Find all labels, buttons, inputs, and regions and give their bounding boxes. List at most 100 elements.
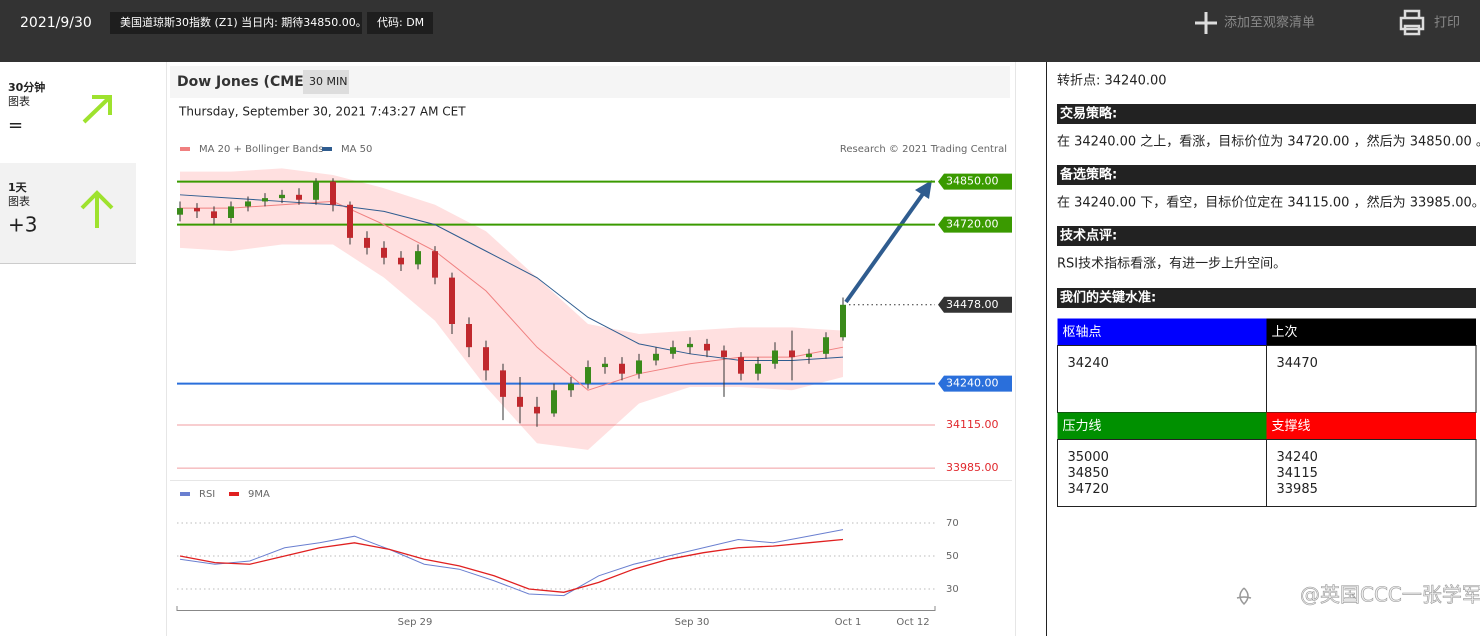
candle-body — [177, 208, 183, 215]
bollinger-band — [180, 168, 843, 450]
section-text: RSI技术指标看涨，有进一步上升空间。 — [1057, 256, 1286, 272]
candle-body — [262, 198, 268, 202]
table-header: 上次 — [1272, 324, 1298, 340]
print-icon — [1399, 9, 1425, 36]
candle-body — [398, 257, 404, 265]
candle-body — [551, 390, 557, 414]
section-heading-bar — [1057, 165, 1476, 185]
watchlist-button[interactable]: 添加至观察清单 — [1195, 12, 1315, 34]
code-pill — [367, 12, 433, 34]
section-text: 在 34240.00 下，看空，目标价位定在 34115.00 ，然后为 339… — [1057, 195, 1480, 211]
level-label: 33985.00 — [946, 461, 999, 474]
sidebar-card-bg — [0, 163, 136, 263]
moving-average — [180, 200, 844, 391]
instrument: 美国道琼斯30指数 (Z1) 当日内: 期待34850.00。 — [120, 15, 367, 29]
pivot: 转折点: 34240.00 — [1057, 74, 1167, 89]
level-label: 34850.00 — [946, 175, 999, 188]
candle-body — [449, 277, 455, 324]
legend-label: MA 50 — [341, 144, 372, 155]
print-label: 打印 — [1434, 16, 1460, 31]
candle-body — [789, 350, 795, 358]
level-label: 34720.00 — [946, 218, 999, 231]
candle-body — [806, 353, 812, 358]
table-value: 34470 — [1277, 356, 1318, 371]
card-label: 图表 — [8, 194, 30, 208]
code: 代码: DM — [377, 16, 424, 29]
candle-body — [568, 383, 574, 391]
table-header: 枢轴点 — [1063, 325, 1102, 340]
table-value: 34720 — [1068, 482, 1109, 497]
candle-body — [347, 204, 353, 238]
candle-body — [636, 360, 642, 374]
candle-body — [840, 304, 846, 338]
section-heading: 技术点评: — [1060, 228, 1117, 244]
credit: Research © 2021 Trading Central — [840, 144, 1007, 155]
interval: 30 MIN — [309, 75, 347, 88]
candle-body — [602, 363, 608, 368]
trend-arrow — [82, 95, 112, 124]
table-value: 35000 — [1068, 450, 1109, 465]
indicator-line — [179, 538, 844, 593]
table-value: 34240 — [1277, 450, 1318, 465]
candle-body — [313, 181, 319, 200]
legend-swatch — [322, 147, 332, 151]
legend-swatch — [180, 147, 190, 151]
section-text: 在 34240.00 之上，看涨，目标价位为 34720.00 ，然后为 348… — [1057, 134, 1480, 150]
candle-body — [381, 247, 387, 258]
y-tick-label: 30 — [946, 584, 959, 595]
y-tick-label: 50 — [946, 551, 959, 562]
legend-label: MA 20 + Bollinger Bands — [199, 144, 323, 155]
level-label-box — [938, 375, 1012, 392]
legend-label: RSI — [199, 489, 215, 500]
print-button[interactable]: 打印 — [1399, 9, 1460, 36]
legend-label: 9MA — [248, 489, 270, 500]
candle-body — [483, 347, 489, 371]
candle-body — [721, 350, 727, 358]
level-label-box — [938, 216, 1012, 233]
table-cell — [1266, 439, 1477, 507]
table-header: 支撑线 — [1272, 419, 1311, 434]
candle-body — [466, 324, 472, 348]
legend-swatch — [229, 492, 239, 496]
table-header-cell — [1057, 412, 1267, 440]
plus-icon — [1195, 12, 1217, 34]
forecast-arrowhead — [915, 180, 932, 199]
candle-body — [534, 406, 540, 414]
x-tick-label: Sep 29 — [398, 617, 433, 628]
candle-body — [585, 367, 591, 384]
section-heading-bar — [1057, 104, 1476, 124]
x-tick-label: Sep 30 — [675, 617, 710, 628]
level-label: 34478.00 — [946, 298, 999, 311]
level-label-box — [938, 173, 1012, 190]
date: 2021/9/30 — [20, 15, 92, 31]
watermark: @英国CCC一张学军 — [1300, 583, 1480, 607]
table-header-cell — [1266, 318, 1476, 346]
moving-average — [179, 194, 844, 361]
candle-body — [653, 353, 659, 361]
section-heading: 交易策略: — [1060, 106, 1117, 122]
trend-arrow — [80, 190, 114, 228]
level-label-box — [938, 296, 1012, 313]
candle-body — [279, 194, 285, 199]
table-value: 34240 — [1068, 356, 1109, 371]
instrument-pill — [110, 12, 362, 34]
table-value: 34115 — [1277, 466, 1318, 481]
indicator-line — [179, 529, 844, 597]
section-heading: 备选策略: — [1059, 167, 1117, 183]
table-header: 压力线 — [1063, 419, 1102, 434]
candle-body — [755, 363, 761, 374]
candle-body — [228, 206, 234, 218]
section-heading-bar — [1057, 226, 1476, 246]
x-tick-label: Oct 1 — [835, 617, 862, 628]
period: 1天 — [8, 181, 28, 194]
table-value: 33985 — [1277, 482, 1318, 497]
candle-body — [296, 194, 302, 200]
x-tick-label: Oct 12 — [896, 617, 929, 628]
candle-body — [194, 208, 200, 212]
interval-badge — [303, 70, 349, 94]
candle-body — [415, 251, 421, 265]
candle-body — [245, 201, 251, 207]
table-header-cell — [1266, 412, 1476, 440]
